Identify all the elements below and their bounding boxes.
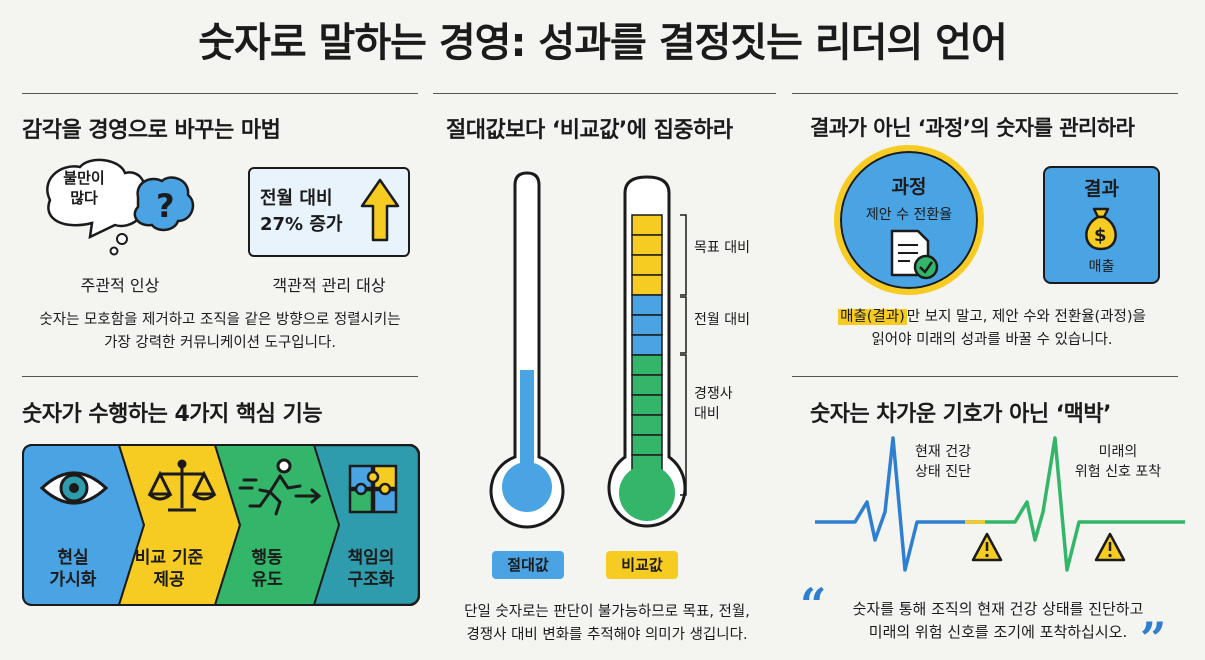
scales-icon <box>147 459 217 512</box>
section-3-body: 단일 숫자로는 판단이 불가능하므로 목표, 전월, 경쟁사 대비 변화를 추적… <box>432 601 782 647</box>
complaint-bubble-text: 불만이 많다 <box>63 169 105 207</box>
section-heading-magic: 감각을 경영으로 바꾸는 마법 <box>22 118 281 143</box>
body-line: 읽어야 미래의 성과를 바꿀 수 있습니다. <box>871 332 1113 348</box>
svg-text:$: $ <box>1094 225 1107 246</box>
scale-label-target: 목표 대비 <box>694 240 750 256</box>
divider <box>792 376 1178 377</box>
arrow-up-icon <box>360 178 400 242</box>
function-chevrons <box>22 444 420 606</box>
puzzle-icon <box>348 464 398 514</box>
page-title: 숫자로 말하는 경영: 성과를 결정짓는 리더의 언어 <box>198 20 1008 66</box>
section-heading-functions: 숫자가 수행하는 4가지 핵심 기능 <box>22 402 323 427</box>
highlight-result: 매출(결과) <box>838 309 907 325</box>
section-heading-process: 결과가 아닌 ‘과정’의 숫자를 관리하라 <box>810 116 1135 140</box>
divider <box>792 93 1178 94</box>
running-person-icon <box>238 458 322 516</box>
comparison-value-pill: 비교값 <box>606 551 678 579</box>
scale-label-competitor: 경쟁사 대비 <box>694 386 733 422</box>
eye-icon <box>39 471 109 505</box>
body-line: 매출(결과) 만 보지 말고, 제안 수와 전환율(과정)을 <box>796 306 1188 329</box>
body-line-rest: 만 보지 말고, 제안 수와 전환율(과정)을 <box>906 309 1146 325</box>
divider <box>433 93 776 94</box>
divider <box>22 93 418 94</box>
heartbeat-line <box>815 436 1185 572</box>
quote-line: 미래의 위험 신호를 조기에 포착하십시오. <box>868 623 1128 641</box>
result-box <box>1043 166 1160 284</box>
thermometers <box>489 171 687 529</box>
metric-card-text: 전월 대비 27% 증가 <box>260 186 360 238</box>
body-line: 가장 강력한 커뮤니케이션 도구입니다. <box>104 335 336 351</box>
warning-icon <box>971 532 1003 562</box>
section-4-body: 매출(결과) 만 보지 말고, 제안 수와 전환율(과정)을 읽어야 미래의 성과… <box>796 306 1188 352</box>
quote-line: 숫자를 통해 조직의 현재 건강 상태를 진단하고 <box>852 600 1144 618</box>
closing-quote: 숫자를 통해 조직의 현재 건강 상태를 진단하고 미래의 위험 신호를 조기에… <box>826 598 1170 644</box>
body-line: 경쟁사 대비 변화를 추적해야 의미가 생깁니다. <box>466 627 748 643</box>
step-visualize: 현실 가시화 <box>49 548 97 590</box>
thought-bubble-icon: ? <box>46 158 195 256</box>
process-title: 과정 <box>891 176 927 198</box>
result-title: 결과 <box>1084 178 1119 200</box>
absolute-value-pill: 절대값 <box>492 551 564 579</box>
result-subtitle: 매출 <box>1088 259 1115 275</box>
close-quote-icon: ” <box>1140 612 1167 660</box>
section-1-body: 숫자는 모호함을 제거하고 조직을 같은 방향으로 정렬시키는 가장 강력한 커… <box>10 309 430 355</box>
step-action: 행동 유도 <box>251 548 283 590</box>
money-bag-icon: $ <box>1085 207 1117 251</box>
scale-label-month: 전월 대비 <box>694 312 750 328</box>
section-heading-comparison: 절대값보다 ‘비교값’에 집중하라 <box>446 118 733 143</box>
section-heading-pulse: 숫자는 차가운 기호가 아닌 ‘맥박’ <box>810 402 1111 427</box>
metric-line-2: 27% 증가 <box>260 214 343 235</box>
metric-line-1: 전월 대비 <box>260 188 333 209</box>
divider <box>22 376 418 377</box>
body-line: 단일 숫자로는 판단이 불가능하므로 목표, 전월, <box>464 604 750 620</box>
document-check-icon <box>890 229 939 280</box>
process-subtitle: 제안 수 전환율 <box>865 207 953 223</box>
step-accountability: 책임의 구조화 <box>347 548 395 590</box>
svg-text:?: ? <box>156 187 175 225</box>
open-quote-icon: “ <box>800 578 827 632</box>
warning-icon <box>1094 532 1126 562</box>
caption-objective: 객관적 관리 대상 <box>272 276 386 295</box>
caption-subjective: 주관적 인상 <box>80 276 160 295</box>
step-benchmark: 비교 기준 제공 <box>134 548 204 590</box>
pulse-label-future: 미래의 위험 신호 포착 <box>1074 444 1162 480</box>
body-line: 숫자는 모호함을 제거하고 조직을 같은 방향으로 정렬시키는 <box>39 312 401 328</box>
pulse-label-current: 현재 건강 상태 진단 <box>915 444 971 480</box>
